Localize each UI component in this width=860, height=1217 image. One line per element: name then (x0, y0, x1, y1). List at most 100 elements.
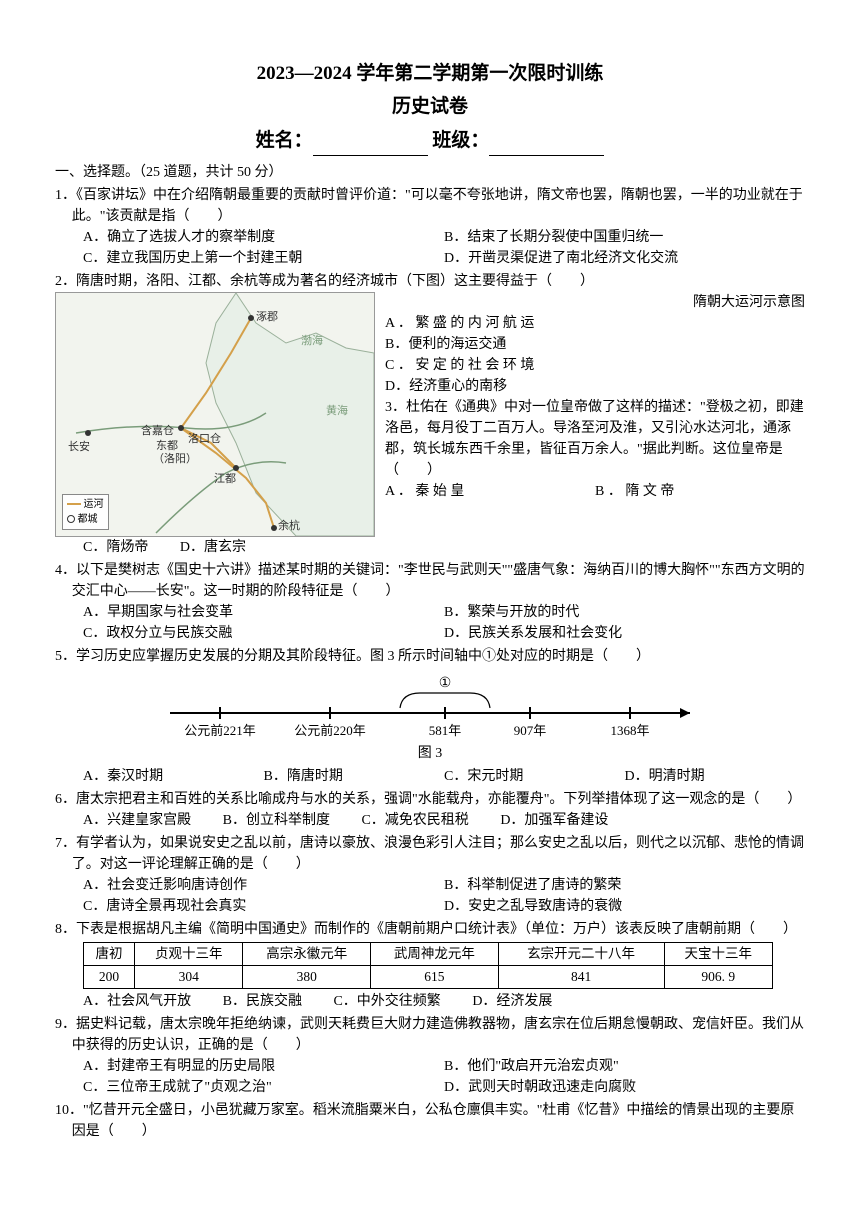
q4-opt-a: A．早期国家与社会变革 (83, 602, 444, 623)
td-1: 304 (135, 965, 243, 988)
q4-text: 4．以下是樊树志《国史十六讲》描述某时期的关键词："李世民与武则天""盛唐气象：… (55, 560, 805, 602)
q7-opt-b: B．科举制促进了唐诗的繁荣 (444, 875, 805, 896)
q2-opt-d: D．经济重心的南移 (385, 376, 805, 397)
q7-options: A．社会变迁影响唐诗创作 B．科举制促进了唐诗的繁荣 C．唐诗全景再现社会真实 … (55, 875, 805, 917)
q7-text: 7．有学者认为，如果说安史之乱以前，唐诗以豪放、浪漫色彩引人注目；那么安史之乱以… (55, 833, 805, 875)
question-10: 10．"忆昔开元全盛日，小邑犹藏万家室。稻米流脂粟米白，公私仓廪俱丰实。"杜甫《… (55, 1100, 805, 1142)
question-6: 6．唐太宗把君主和百姓的关系比喻成舟与水的关系，强调"水能载舟，亦能覆舟"。下列… (55, 789, 805, 831)
q2-opt-a: A ． 繁 盛 的 内 河 航 运 (385, 313, 805, 334)
section-heading: 一、选择题。（25 道题，共计 50 分） (55, 162, 805, 183)
title-sub: 历史试卷 (55, 93, 805, 122)
map-label-luoyang: （洛阳） (153, 451, 197, 468)
question-4: 4．以下是樊树志《国史十六讲》描述某时期的关键词："李世民与武则天""盛唐气象：… (55, 560, 805, 644)
q3-opts-cd: C．隋炀帝 D．唐玄宗 (55, 537, 805, 558)
td-3: 615 (371, 965, 499, 988)
timeline-figure: ① 公元前221年 公元前220年 581年 907年 1368年 图 3 (55, 673, 805, 764)
q1-opt-b: B．结束了长期分裂使中国重归统一 (444, 227, 805, 248)
q8-opt-b: B．民族交融 (223, 994, 302, 1009)
title-main: 2023—2024 学年第二学期第一次限时训练 (55, 60, 805, 89)
map-label-bohai: 渤海 (301, 333, 323, 350)
question-8: 8．下表是根据胡凡主编《简明中国通史》而制作的《唐朝前期户口统计表》（单位：万户… (55, 919, 805, 1013)
q7-opt-c: C．唐诗全景再现社会真实 (83, 896, 444, 917)
q7-opt-d: D．安史之乱导致唐诗的衰微 (444, 896, 805, 917)
q4-opt-d: D．民族关系发展和社会变化 (444, 623, 805, 644)
q8-opt-d: D．经济发展 (472, 994, 552, 1009)
q2-opt-b: B．便利的海运交通 (385, 334, 805, 355)
td-2: 380 (243, 965, 371, 988)
q6-opt-b: B．创立科举制度 (223, 813, 330, 828)
tick-3: 907年 (514, 723, 547, 738)
q9-opt-b: B．他们"政启开元治宏贞观" (444, 1056, 805, 1077)
q6-text: 6．唐太宗把君主和百姓的关系比喻成舟与水的关系，强调"水能载舟，亦能覆舟"。下列… (55, 789, 805, 810)
q6-opt-c: C．减免农民租税 (361, 813, 468, 828)
class-label: 班级： (432, 130, 489, 151)
q5-opt-b: B．隋唐时期 (264, 766, 445, 787)
q6-options: A．兴建皇家宫殿 B．创立科举制度 C．减免农民租税 D．加强军备建设 (55, 810, 805, 831)
td-4: 841 (498, 965, 664, 988)
th-3: 武周神龙元年 (371, 942, 499, 965)
map-label-huanghai: 黄海 (326, 403, 348, 420)
q3-opt-c: C．隋炀帝 (83, 540, 148, 555)
th-2: 高宗永徽元年 (243, 942, 371, 965)
q4-opt-c: C．政权分立与民族交融 (83, 623, 444, 644)
q1-opt-d: D．开凿灵渠促进了南北经济文化交流 (444, 248, 805, 269)
table-row-data: 200 304 380 615 841 906. 9 (84, 965, 773, 988)
q2-text: 2．隋唐时期，洛阳、江都、余杭等成为著名的经济城市（下图）这主要得益于（ ） (55, 271, 805, 292)
tick-1: 公元前220年 (294, 723, 366, 738)
question-5: 5．学习历史应掌握历史发展的分期及其阶段特征。图 3 所示时间轴中①处对应的时期… (55, 646, 805, 787)
q3-opt-b: B ． 隋 文 帝 (595, 481, 805, 502)
map-label-zhuojun: 涿郡 (256, 309, 278, 326)
q3-text: 3．杜佑在《通典》中对一位皇帝做了这样的描述："登极之初，即建洛邑，每月役丁二百… (385, 397, 805, 481)
map-figure: 涿郡 长安 含嘉仓 东都 （洛阳） 洛口仓 江都 余杭 渤海 黄海 运河 都城 (55, 292, 375, 537)
q3-opt-d: D．唐玄宗 (180, 540, 246, 555)
q9-options: A．封建帝王有明显的历史局限 B．他们"政启开元治宏贞观" C．三位帝王成就了"… (55, 1056, 805, 1098)
q1-text: 1．《百家讲坛》中在介绍隋朝最重要的贡献时曾评价道："可以毫不夸张地讲，隋文帝也… (55, 185, 805, 227)
q6-opt-d: D．加强军备建设 (500, 813, 608, 828)
legend-canal: 运河 (84, 499, 104, 510)
table-row-header: 唐初 贞观十三年 高宗永徽元年 武周神龙元年 玄宗开元二十八年 天宝十三年 (84, 942, 773, 965)
legend-capital: 都城 (78, 514, 98, 525)
tick-4: 1368年 (610, 723, 649, 738)
map-caption: 隋朝大运河示意图 (385, 292, 805, 313)
q1-opt-a: A．确立了选拔人才的察举制度 (83, 227, 444, 248)
q2-opt-c: C ． 安 定 的 社 会 环 境 (385, 355, 805, 376)
q4-opt-b: B．繁荣与开放的时代 (444, 602, 805, 623)
map-label-luokou: 洛口仓 (188, 431, 221, 448)
q8-options: A．社会风气开放 B．民族交融 C．中外交往频繁 D．经济发展 (55, 991, 805, 1012)
q5-options: A．秦汉时期 B．隋唐时期 C．宋元时期 D．明清时期 (55, 766, 805, 787)
q7-opt-a: A．社会变迁影响唐诗创作 (83, 875, 444, 896)
tick-2: 581年 (429, 723, 462, 738)
q3-opt-a: A ． 秦 始 皇 (385, 481, 595, 502)
q2-right-column: 隋朝大运河示意图 A ． 繁 盛 的 内 河 航 运 B．便利的海运交通 C ．… (385, 292, 805, 537)
q9-text: 9．据史料记载，唐太宗晚年拒绝纳谏，武则天耗费巨大财力建造佛教器物，唐玄宗在位后… (55, 1014, 805, 1056)
th-1: 贞观十三年 (135, 942, 243, 965)
question-7: 7．有学者认为，如果说安史之乱以前，唐诗以豪放、浪漫色彩引人注目；那么安史之乱以… (55, 833, 805, 917)
question-2: 2．隋唐时期，洛阳、江都、余杭等成为著名的经济城市（下图）这主要得益于（ ） 涿… (55, 271, 805, 558)
th-4: 玄宗开元二十八年 (498, 942, 664, 965)
q5-opt-a: A．秦汉时期 (83, 766, 264, 787)
q8-opt-c: C．中外交往频繁 (333, 994, 440, 1009)
q1-options: A．确立了选拔人才的察举制度 B．结束了长期分裂使中国重归统一 C．建立我国历史… (55, 227, 805, 269)
q4-options: A．早期国家与社会变革 B．繁荣与开放的时代 C．政权分立与民族交融 D．民族关… (55, 602, 805, 644)
class-blank[interactable] (489, 136, 604, 156)
td-0: 200 (84, 965, 135, 988)
q5-opt-d: D．明清时期 (625, 766, 806, 787)
q10-text: 10．"忆昔开元全盛日，小邑犹藏万家室。稻米流脂粟米白，公私仓廪俱丰实。"杜甫《… (55, 1100, 805, 1142)
q9-opt-a: A．封建帝王有明显的历史局限 (83, 1056, 444, 1077)
q6-opt-a: A．兴建皇家宫殿 (83, 813, 191, 828)
map-label-changan: 长安 (68, 439, 90, 456)
q8-table: 唐初 贞观十三年 高宗永徽元年 武周神龙元年 玄宗开元二十八年 天宝十三年 20… (83, 942, 773, 990)
tick-0: 公元前221年 (184, 723, 256, 738)
name-blank[interactable] (313, 136, 428, 156)
q5-opt-c: C．宋元时期 (444, 766, 625, 787)
map-label-yuhang: 余杭 (278, 518, 300, 535)
name-class-row: 姓名： 班级： (55, 127, 805, 156)
td-5: 906. 9 (664, 965, 773, 988)
th-0: 唐初 (84, 942, 135, 965)
question-1: 1．《百家讲坛》中在介绍隋朝最重要的贡献时曾评价道："可以毫不夸张地讲，隋文帝也… (55, 185, 805, 269)
question-9: 9．据史料记载，唐太宗晚年拒绝纳谏，武则天耗费巨大财力建造佛教器物，唐玄宗在位后… (55, 1014, 805, 1098)
map-label-jiangdu: 江都 (214, 471, 236, 488)
q8-opt-a: A．社会风气开放 (83, 994, 191, 1009)
q9-opt-c: C．三位帝王成就了"贞观之治" (83, 1077, 444, 1098)
name-label: 姓名： (256, 130, 313, 151)
